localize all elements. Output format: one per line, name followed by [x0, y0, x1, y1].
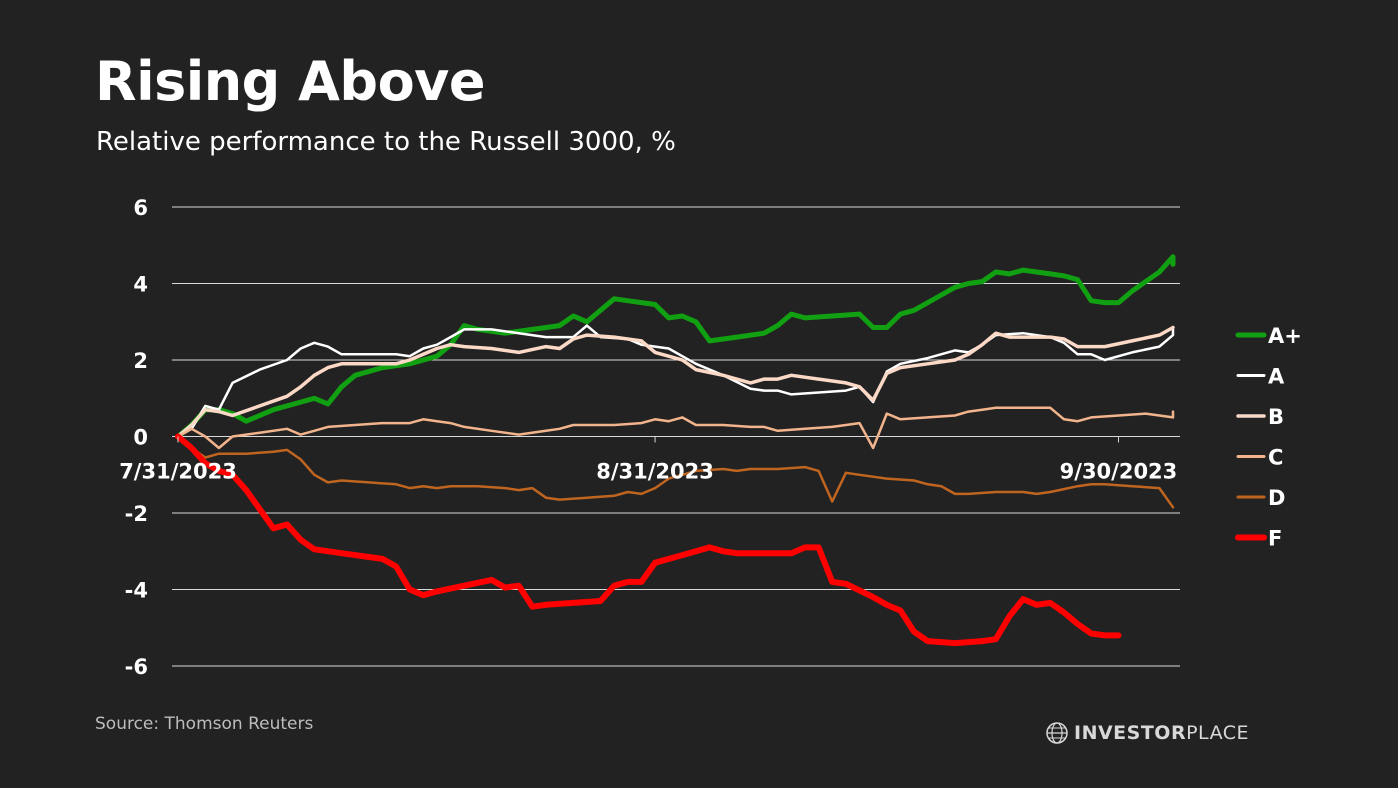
legend-label: A+ [1268, 324, 1302, 348]
series-line-f [175, 433, 1122, 647]
grid-lines [172, 206, 1180, 667]
y-tick-label: 2 [133, 349, 148, 373]
x-tick-label: 8/31/2023 [596, 460, 714, 484]
y-tick-label: 4 [133, 273, 148, 297]
y-tick-label: -2 [125, 502, 148, 526]
series-line-d [176, 435, 1175, 509]
legend-label: F [1268, 527, 1282, 551]
series-line-a [176, 324, 1175, 438]
legend-label: C [1268, 446, 1283, 470]
chart-title: Rising Above [95, 50, 486, 113]
x-axis-ticks: 7/31/2023 8/31/2023 9/30/2023 [119, 436, 1178, 484]
legend-label: D [1268, 486, 1285, 510]
chart-subtitle: Relative performance to the Russell 3000… [96, 127, 676, 157]
legend-label: B [1268, 405, 1284, 429]
y-tick-label: 0 [133, 426, 148, 450]
logo-globe-icon [1046, 722, 1068, 744]
investorplace-logo: INVESTORPLACE [1046, 722, 1249, 744]
y-tick-label: 6 [133, 196, 148, 220]
y-tick-label: -6 [125, 655, 148, 679]
y-axis-ticks: 6 4 2 0 -2 -4 -6 [125, 196, 148, 679]
series-line-c [176, 406, 1175, 450]
series-line-a-plus [175, 254, 1176, 439]
x-tick-label: 9/30/2023 [1060, 460, 1178, 484]
logo-text-strong: INVESTOR [1074, 722, 1187, 744]
legend-label: A [1268, 365, 1285, 389]
y-tick-label: -4 [125, 579, 148, 603]
x-tick-label: 7/31/2023 [119, 460, 237, 484]
series-lines [175, 254, 1176, 647]
logo-text-light: PLACE [1186, 722, 1250, 744]
source-note: Source: Thomson Reuters [95, 714, 314, 734]
series-line-b [176, 325, 1175, 439]
